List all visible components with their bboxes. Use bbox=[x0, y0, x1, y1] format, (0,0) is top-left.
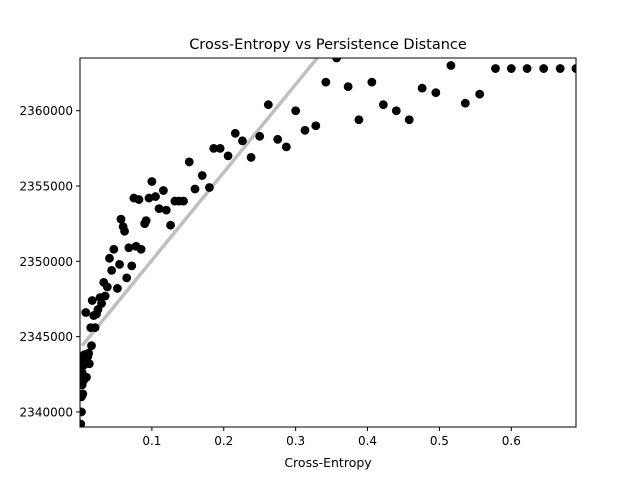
data-point bbox=[105, 253, 114, 263]
data-point bbox=[321, 77, 331, 87]
data-point bbox=[109, 244, 119, 254]
data-point bbox=[115, 259, 124, 269]
data-point bbox=[255, 131, 265, 141]
data-point bbox=[354, 115, 364, 125]
data-point bbox=[571, 64, 576, 73]
data-point bbox=[179, 196, 188, 206]
data-point bbox=[120, 226, 129, 236]
y-axis-ticks: 2340000 2345000 2350000 2355000 2360000 bbox=[20, 104, 80, 419]
data-point bbox=[300, 125, 310, 135]
data-point bbox=[291, 106, 301, 116]
y-tick-label: 2340000 bbox=[20, 405, 73, 419]
data-point bbox=[223, 151, 233, 161]
y-tick-label: 2345000 bbox=[20, 330, 73, 344]
x-tick-label: 0.6 bbox=[502, 434, 521, 448]
axes-frame bbox=[79, 57, 577, 428]
data-point bbox=[102, 282, 112, 292]
data-point bbox=[81, 308, 91, 317]
data-point bbox=[80, 389, 88, 399]
data-point bbox=[506, 64, 516, 73]
data-point bbox=[215, 143, 225, 153]
x-tick-label: 0.5 bbox=[430, 434, 449, 448]
data-point bbox=[124, 243, 134, 253]
x-axis-label: Cross-Entropy bbox=[284, 455, 372, 470]
data-point bbox=[190, 184, 200, 194]
data-point bbox=[263, 100, 273, 110]
data-point bbox=[343, 82, 353, 92]
data-point bbox=[539, 64, 549, 73]
data-point bbox=[230, 128, 240, 138]
data-point bbox=[273, 134, 283, 144]
y-tick-label: 2360000 bbox=[20, 104, 73, 118]
data-point bbox=[238, 136, 247, 146]
x-axis-ticks: 0.1 0.2 0.3 0.4 0.5 0.6 bbox=[142, 427, 521, 448]
data-point bbox=[90, 323, 100, 332]
data-point bbox=[166, 220, 175, 230]
data-point bbox=[107, 265, 117, 275]
x-tick-label: 0.4 bbox=[358, 434, 377, 448]
data-point bbox=[134, 195, 144, 204]
data-point bbox=[391, 106, 401, 116]
data-point bbox=[209, 143, 219, 153]
x-tick-label: 0.1 bbox=[142, 434, 161, 448]
data-point bbox=[154, 204, 164, 214]
trend-line bbox=[80, 58, 319, 347]
data-point bbox=[84, 359, 94, 369]
data-point bbox=[112, 284, 122, 293]
data-point bbox=[87, 296, 97, 305]
data-point bbox=[141, 216, 151, 226]
data-point bbox=[151, 192, 160, 201]
data-point bbox=[555, 64, 565, 73]
data-point bbox=[332, 58, 342, 63]
data-point bbox=[147, 177, 157, 186]
data-point bbox=[404, 115, 414, 125]
data-point bbox=[82, 372, 91, 382]
data-point bbox=[84, 348, 94, 358]
data-point bbox=[80, 419, 86, 427]
x-tick-label: 0.3 bbox=[286, 434, 305, 448]
data-point bbox=[158, 186, 168, 195]
plot-area bbox=[80, 58, 576, 427]
data-point bbox=[281, 142, 291, 152]
x-tick-label: 0.2 bbox=[214, 434, 233, 448]
data-point bbox=[431, 88, 441, 98]
data-point bbox=[204, 183, 214, 192]
data-point bbox=[378, 100, 388, 110]
data-point bbox=[446, 61, 456, 70]
y-tick-label: 2355000 bbox=[20, 180, 73, 194]
data-point bbox=[100, 291, 110, 301]
data-point bbox=[161, 205, 171, 215]
data-point bbox=[367, 77, 377, 87]
data-point bbox=[475, 89, 485, 99]
data-point bbox=[197, 171, 207, 180]
data-point bbox=[460, 98, 470, 108]
data-point bbox=[87, 341, 96, 351]
data-point bbox=[80, 407, 86, 417]
data-point bbox=[522, 64, 532, 73]
data-point bbox=[311, 121, 321, 131]
y-tick-label: 2350000 bbox=[20, 255, 73, 269]
data-point bbox=[127, 261, 137, 271]
chart-title: Cross-Entropy vs Persistence Distance bbox=[189, 37, 467, 53]
data-point bbox=[116, 214, 126, 224]
data-point bbox=[136, 244, 146, 254]
data-point bbox=[491, 64, 500, 73]
data-point bbox=[246, 153, 256, 162]
data-point bbox=[122, 273, 132, 283]
data-point bbox=[97, 299, 106, 308]
data-point bbox=[417, 83, 427, 93]
data-point bbox=[184, 157, 194, 167]
